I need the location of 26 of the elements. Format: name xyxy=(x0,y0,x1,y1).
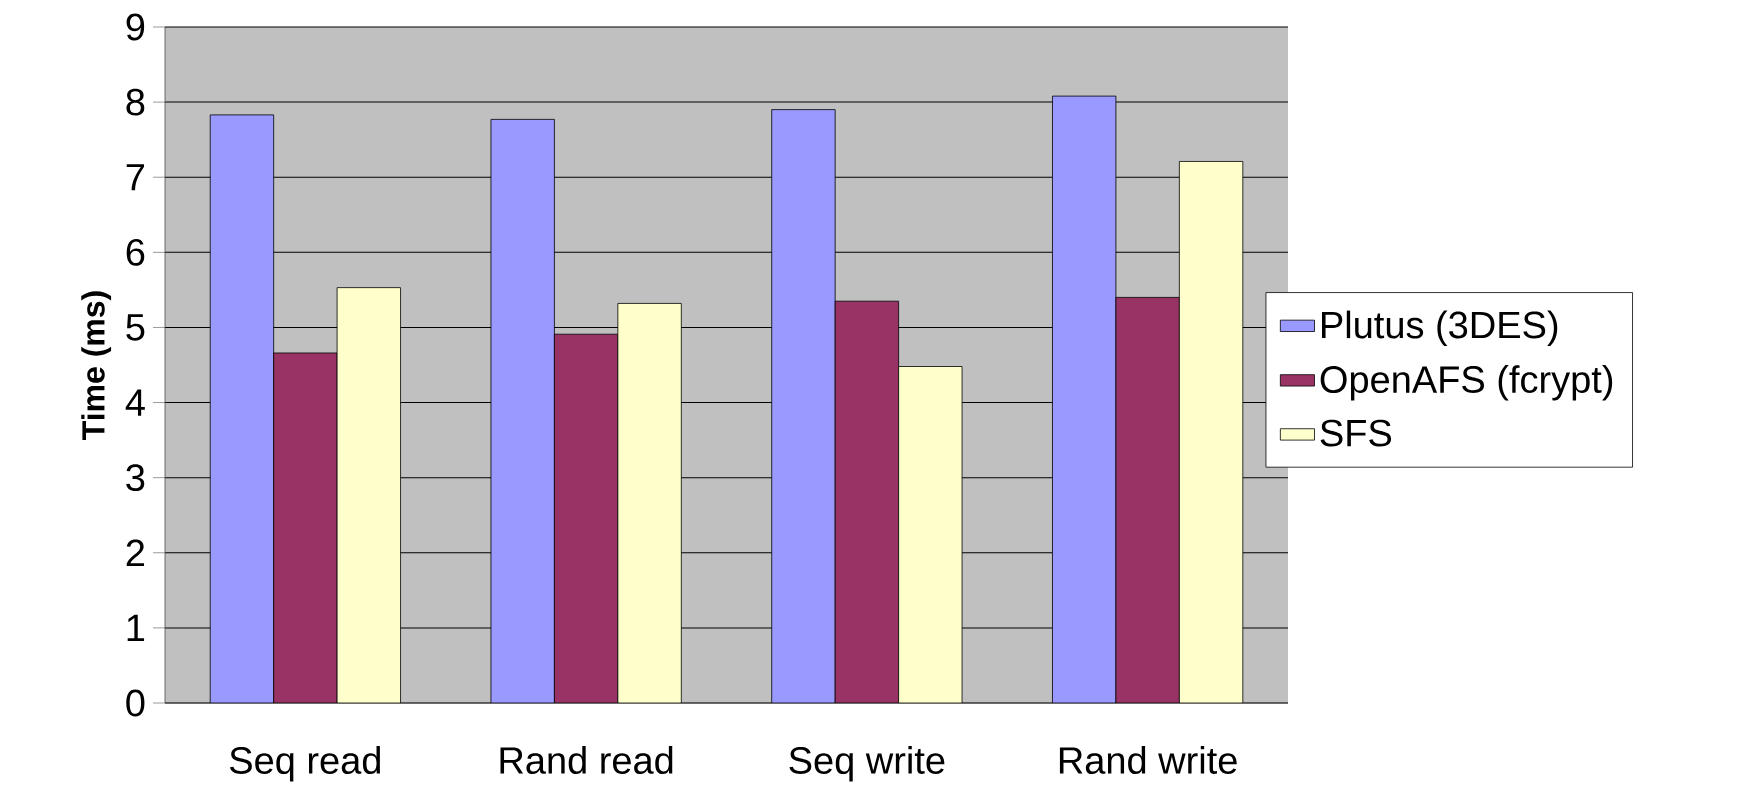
y-tick-label: 9 xyxy=(126,13,145,41)
legend-label: SFS xyxy=(1320,419,1392,447)
x-tick-label: Rand write xyxy=(1059,746,1237,774)
bar xyxy=(834,300,900,703)
bar xyxy=(273,352,338,703)
y-tick-label: 8 xyxy=(126,88,145,116)
y-tick-label: 4 xyxy=(125,389,145,416)
x-tick-label: Seq read xyxy=(229,746,380,782)
bar xyxy=(1115,297,1180,703)
y-tick-label: 6 xyxy=(126,238,145,266)
x-tick-label: Rand read xyxy=(500,746,673,774)
bar xyxy=(554,333,619,703)
y-tick-label: 5 xyxy=(126,314,145,341)
y-tick-label: 3 xyxy=(126,464,145,492)
y-tick-label: 7 xyxy=(126,164,145,191)
x-tick-label: Seq write xyxy=(789,746,945,782)
legend-label: Plutus (3DES) xyxy=(1322,310,1558,346)
bar xyxy=(209,114,275,703)
bar xyxy=(490,118,555,703)
legend-label: OpenAFS (fcrypt) xyxy=(1320,365,1613,401)
bar xyxy=(771,109,836,703)
y-tick-label: 1 xyxy=(127,614,145,641)
y-tick-label: 0 xyxy=(126,689,145,717)
bar xyxy=(1052,95,1117,703)
y-tick-label: 2 xyxy=(126,539,145,567)
y-axis-title: Time (ms) xyxy=(81,291,112,440)
